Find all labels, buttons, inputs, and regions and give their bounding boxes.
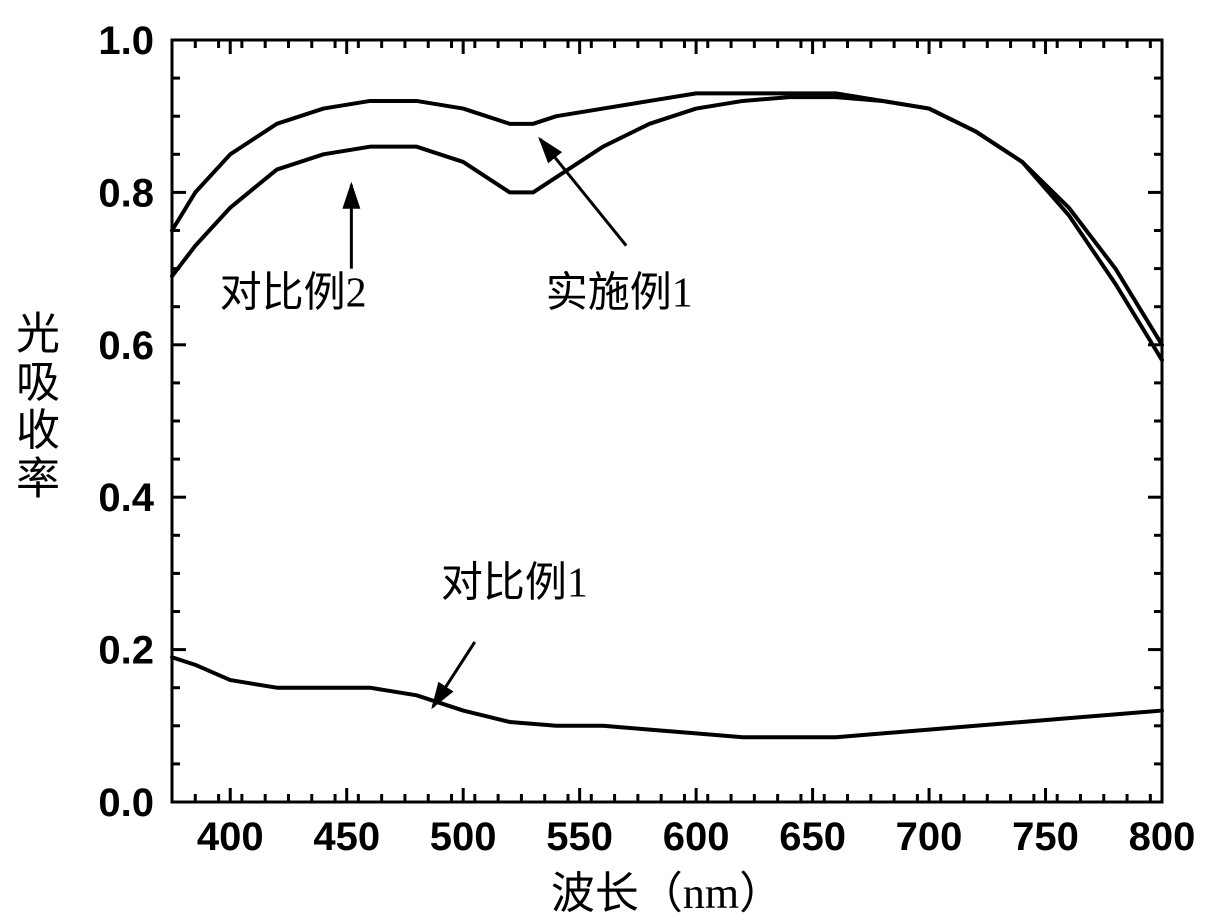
chart-container: 400 450 500 550 600 650 700 750 800 0.0 0.2 0.4 0.6 0… [0,0,1211,922]
x-axis-label: 波长（nm） [551,869,783,918]
annotation-label: 对比例1 [441,560,588,606]
y-tick-label: 1.0 [98,19,154,63]
y-tick-label: 0.6 [98,324,154,368]
x-tick-label: 600 [663,815,730,859]
y-tick-label: 0.8 [98,171,154,215]
x-tick-label: 700 [896,815,963,859]
annotation-label: 实施例1 [546,270,693,317]
x-tick-label: 550 [546,815,613,859]
x-tick-label: 400 [197,815,264,859]
x-tick-label: 750 [1012,815,1079,859]
x-tick-label: 650 [779,815,846,859]
annotation-label: 对比例2 [220,271,367,317]
y-tick-label: 0.2 [98,629,154,673]
y-tick-label: 0.0 [98,781,154,825]
x-tick-label: 500 [430,815,497,859]
y-axis-label: 光吸收率 [16,309,60,503]
y-tick-label: 0.4 [98,476,154,520]
absorbance-chart: 400 450 500 550 600 650 700 750 800 0.0 0.2 0.4 0.6 0… [0,0,1211,922]
x-tick-label: 800 [1129,815,1196,859]
x-tick-label: 450 [313,815,380,859]
